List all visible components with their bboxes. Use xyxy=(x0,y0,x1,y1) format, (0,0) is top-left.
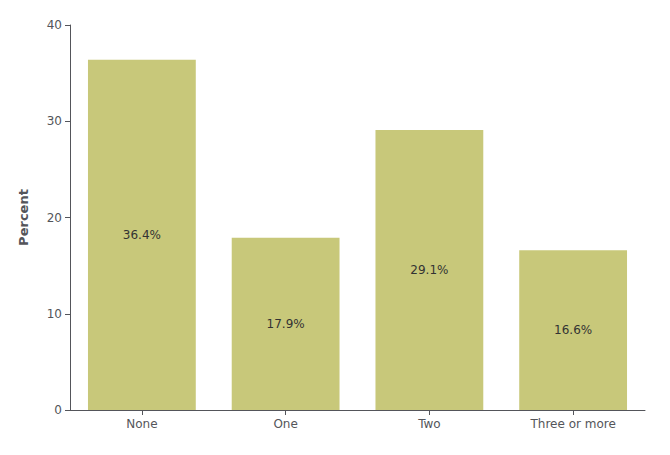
svg-text:10: 10 xyxy=(47,307,62,321)
svg-text:None: None xyxy=(126,417,157,431)
svg-text:36.4%: 36.4% xyxy=(123,228,161,242)
svg-text:0: 0 xyxy=(54,403,62,417)
svg-text:40: 40 xyxy=(47,18,62,32)
svg-text:Percent: Percent xyxy=(16,189,31,246)
svg-text:One: One xyxy=(273,417,297,431)
svg-text:29.1%: 29.1% xyxy=(410,263,448,277)
svg-text:16.6%: 16.6% xyxy=(554,323,592,337)
svg-text:30: 30 xyxy=(47,114,62,128)
svg-text:20: 20 xyxy=(47,211,62,225)
svg-text:Three or more: Three or more xyxy=(529,417,615,431)
svg-text:Two: Two xyxy=(417,417,441,431)
svg-text:17.9%: 17.9% xyxy=(267,317,305,331)
